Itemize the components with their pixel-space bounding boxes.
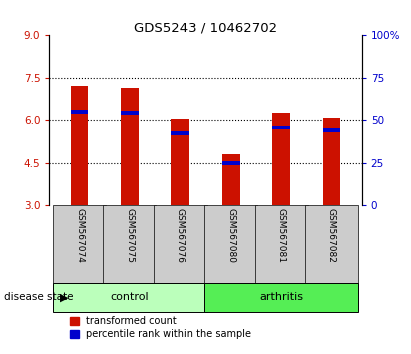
Bar bbox=[104, 205, 156, 283]
Bar bbox=[53, 205, 106, 283]
Text: GSM567081: GSM567081 bbox=[277, 208, 286, 263]
Bar bbox=[305, 205, 358, 283]
Legend: transformed count, percentile rank within the sample: transformed count, percentile rank withi… bbox=[70, 316, 252, 339]
Bar bbox=[323, 118, 340, 205]
Bar bbox=[204, 283, 358, 312]
Bar bbox=[272, 113, 290, 205]
Bar bbox=[71, 110, 88, 114]
Bar bbox=[53, 283, 207, 312]
Bar bbox=[255, 205, 307, 283]
Bar bbox=[171, 119, 189, 205]
Text: GSM567074: GSM567074 bbox=[75, 208, 84, 263]
Text: disease state: disease state bbox=[4, 292, 74, 302]
Bar bbox=[121, 88, 139, 205]
Bar bbox=[323, 129, 340, 132]
Text: GSM567080: GSM567080 bbox=[226, 208, 235, 263]
Text: GSM567082: GSM567082 bbox=[327, 208, 336, 263]
Bar bbox=[121, 112, 139, 115]
Bar bbox=[171, 131, 189, 135]
Text: control: control bbox=[111, 292, 149, 302]
Bar bbox=[222, 161, 240, 165]
Bar bbox=[222, 154, 240, 205]
Text: ▶: ▶ bbox=[60, 292, 68, 302]
Text: GSM567075: GSM567075 bbox=[125, 208, 134, 263]
Bar bbox=[204, 205, 257, 283]
Bar bbox=[71, 86, 88, 205]
Text: arthritis: arthritis bbox=[259, 292, 303, 302]
Title: GDS5243 / 10462702: GDS5243 / 10462702 bbox=[134, 21, 277, 34]
Bar bbox=[272, 126, 290, 129]
Bar bbox=[154, 205, 207, 283]
Text: GSM567076: GSM567076 bbox=[176, 208, 185, 263]
